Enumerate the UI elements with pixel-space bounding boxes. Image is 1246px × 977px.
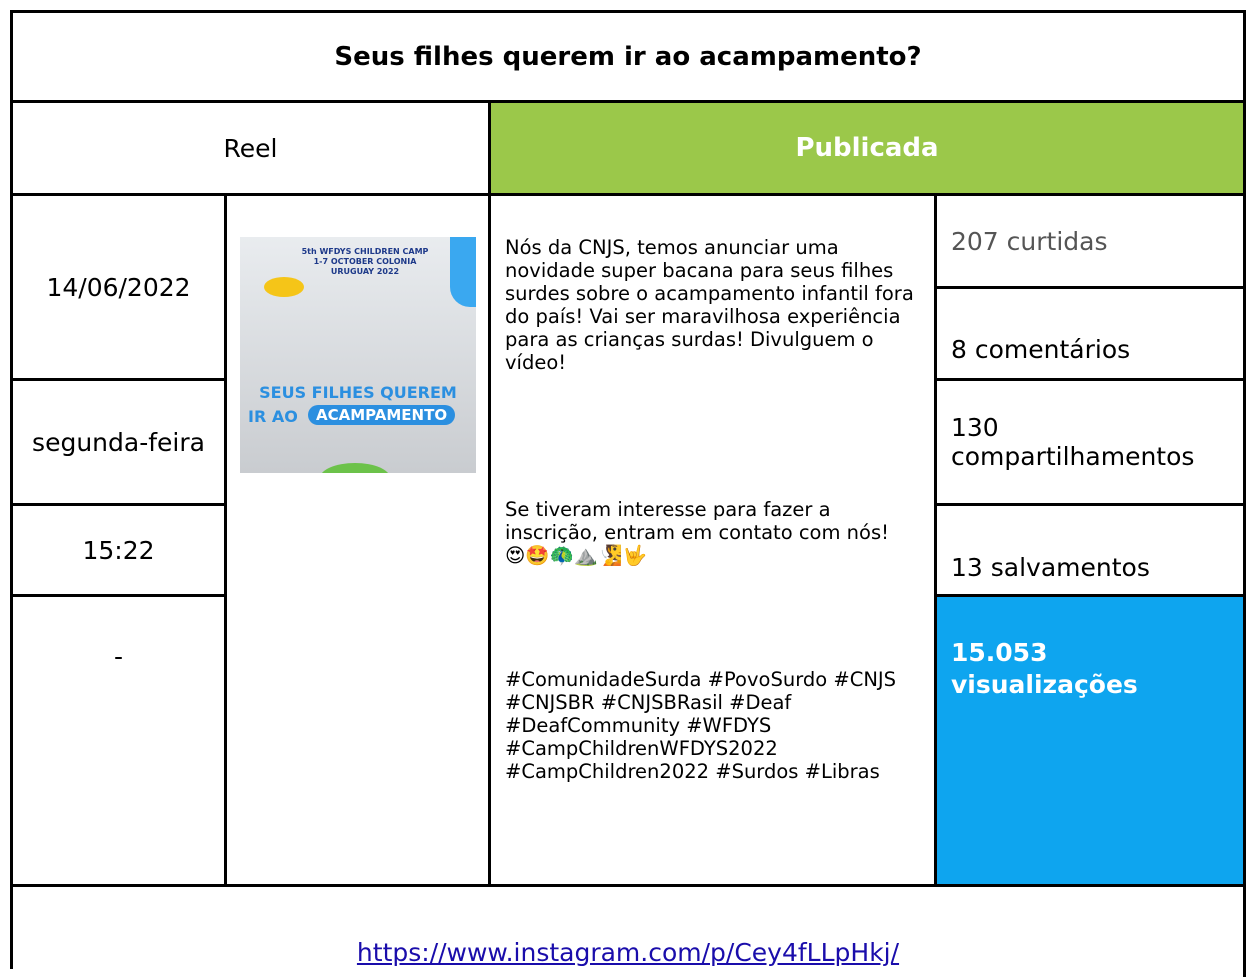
post-table: Seus filhes querem ir ao acampamento? Re… [10, 10, 1246, 977]
date: 14/06/2022 [13, 196, 227, 381]
caption-cell: Nós da CNJS, temos anunciar uma novidade… [491, 196, 937, 887]
decoration [320, 463, 390, 473]
thumbnail-cell: 5th WFDYS CHILDREN CAMP 1-7 OCTOBER COLO… [227, 196, 491, 887]
title: Seus filhes querem ir ao acampamento? [13, 13, 1246, 103]
metric-likes: 207 curtidas [937, 196, 1246, 289]
format: Reel [13, 103, 491, 196]
extra: - [13, 597, 227, 887]
caption-text: Se tiveram interesse para fazer a inscri… [505, 498, 889, 544]
thumbnail: 5th WFDYS CHILDREN CAMP 1-7 OCTOBER COLO… [240, 237, 476, 473]
caption-hashtags: #ComunidadeSurda #PovoSurdo #CNJS #CNJSB… [505, 668, 897, 783]
thumbnail-top-text: 5th WFDYS CHILDREN CAMP 1-7 OCTOBER COLO… [301, 247, 429, 276]
metric-comments: 8 comentários [937, 289, 1246, 381]
thumbnail-headline: SEUS FILHES QUEREM [259, 383, 457, 402]
caption-text: Nós da CNJS, temos anunciar uma novidade… [505, 236, 914, 374]
metric-shares: 130 compartilhamentos [937, 381, 1246, 506]
status: Publicada [491, 103, 1246, 196]
time: 15:22 [13, 506, 227, 597]
thumbnail-headline-2: IR AO [248, 407, 298, 426]
metric-saves: 13 salvamentos [937, 506, 1246, 597]
thumbnail-badge: ACAMPAMENTO [308, 405, 456, 425]
metric-views: 15.053 visualizações [937, 597, 1246, 887]
post-link[interactable]: https://www.instagram.com/p/Cey4fLLpHkj/ [356, 937, 900, 967]
decoration [264, 277, 304, 297]
caption-emojis: 😍🤩🦚⛰️🧏🤟 [505, 544, 647, 567]
weekday: segunda-feira [13, 381, 227, 506]
link-cell: https://www.instagram.com/p/Cey4fLLpHkj/ [13, 887, 1246, 977]
decoration [450, 237, 476, 307]
